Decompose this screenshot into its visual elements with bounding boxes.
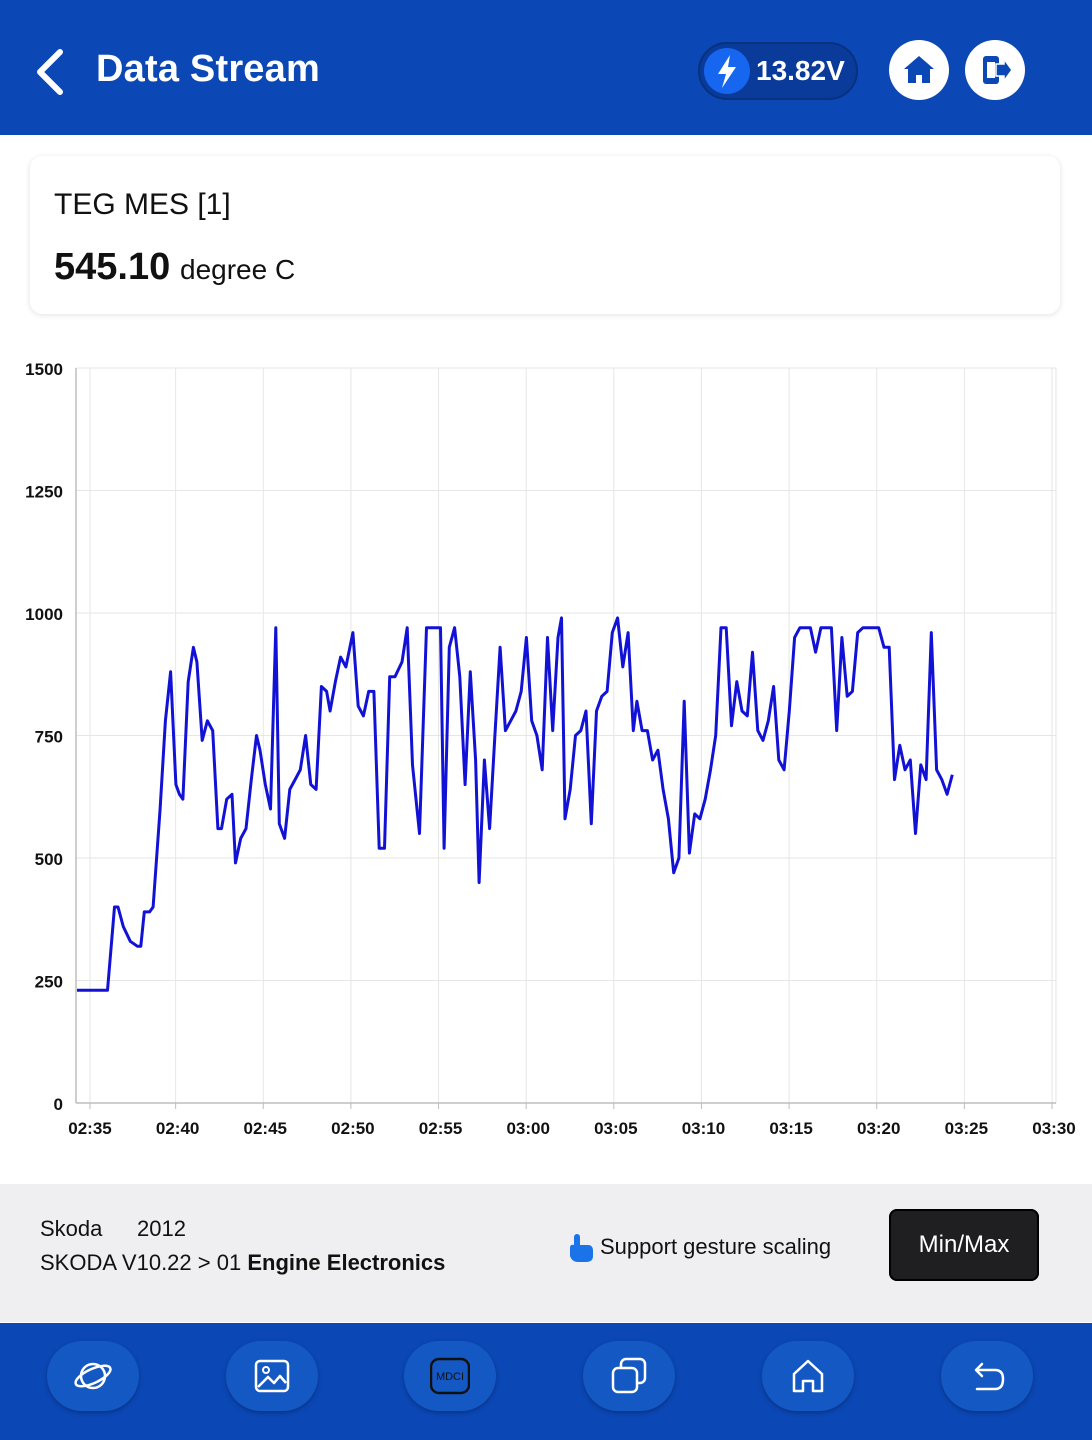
x-tick-label: 02:35 [68, 1119, 111, 1138]
nav-home-button[interactable] [762, 1341, 854, 1411]
page-title: Data Stream [96, 48, 320, 90]
nav-vci-button[interactable]: MDCI [404, 1341, 496, 1411]
gesture-hint: Support gesture scaling [566, 1232, 831, 1264]
x-tick-labels: 02:35 02:40 02:45 02:50 02:55 03:00 03:05 03:10… [68, 1119, 1075, 1138]
x-tick-label: 02:45 [244, 1119, 287, 1138]
system-name: Engine Electronics [247, 1250, 446, 1275]
vehicle-info-bar: Skoda 2012 SKODA V10.22 > 01 Engine Elec… [0, 1184, 1092, 1322]
parameter-unit: degree C [180, 254, 296, 285]
x-tick-label: 03:25 [945, 1119, 988, 1138]
parameter-name: TEG MES [1] [54, 188, 231, 221]
home-outline-icon [792, 1359, 824, 1393]
parameter-value: 545.10 [54, 246, 171, 288]
bottom-navigation: MDCI [0, 1323, 1092, 1440]
y-tick-label: 250 [35, 973, 63, 992]
x-tick-label: 03:05 [594, 1119, 637, 1138]
vci-label: MDCI [436, 1371, 464, 1383]
back-arrow-icon[interactable] [30, 46, 70, 98]
y-tick-label: 500 [35, 850, 63, 869]
windows-icon [611, 1357, 647, 1394]
x-tick-label: 02:40 [156, 1119, 199, 1138]
x-tick-label: 02:50 [331, 1119, 374, 1138]
return-icon [974, 1362, 1005, 1391]
exit-icon [983, 56, 1013, 84]
y-tick-label: 0 [54, 1095, 63, 1114]
home-button[interactable] [889, 40, 949, 100]
planet-icon [74, 1362, 112, 1390]
lightning-bolt-icon [704, 48, 750, 94]
nav-return-button[interactable] [941, 1341, 1033, 1411]
voltage-value: 13.82V [756, 55, 845, 86]
battery-voltage-badge: 13.82V [698, 42, 858, 100]
y-tick-label: 750 [35, 728, 63, 747]
exit-button[interactable] [965, 40, 1025, 100]
x-tick-label: 02:55 [419, 1119, 462, 1138]
nav-planet-button[interactable] [47, 1341, 139, 1411]
y-tick-labels: 0 250 500 750 1000 1250 1500 [25, 360, 63, 1114]
series-line [77, 616, 954, 992]
chart-grid [76, 367, 1057, 1104]
software-path: SKODA V10.22 > 01 [40, 1250, 242, 1275]
x-tick-label: 03:20 [857, 1119, 900, 1138]
y-tick-label: 1250 [25, 483, 63, 502]
x-tick-label: 03:00 [506, 1119, 549, 1138]
x-tick-label: 03:30 [1032, 1119, 1075, 1138]
y-tick-label: 1500 [25, 360, 63, 379]
system-path: SKODA V10.22 > 01 Engine Electronics [40, 1250, 445, 1276]
x-tick-label: 03:10 [682, 1119, 725, 1138]
y-tick-label: 1000 [25, 605, 63, 624]
current-value-card: TEG MES [1] 545.10 degree C [30, 156, 1060, 314]
image-icon [254, 1359, 290, 1393]
nav-windows-button[interactable] [583, 1341, 675, 1411]
x-tick-label: 03:15 [769, 1119, 812, 1138]
pointing-hand-icon [570, 1234, 593, 1262]
vehicle-make: Skoda [40, 1216, 103, 1241]
home-icon [904, 56, 934, 83]
top-bar: Data Stream 13.82V [0, 0, 1092, 135]
vci-icon: MDCI [430, 1357, 470, 1395]
vehicle-year: 2012 [137, 1216, 186, 1241]
gesture-hint-text: Support gesture scaling [600, 1234, 832, 1259]
min-max-button[interactable]: Min/Max [889, 1209, 1039, 1281]
chart-axes [75, 368, 1056, 1109]
nav-gallery-button[interactable] [226, 1341, 318, 1411]
